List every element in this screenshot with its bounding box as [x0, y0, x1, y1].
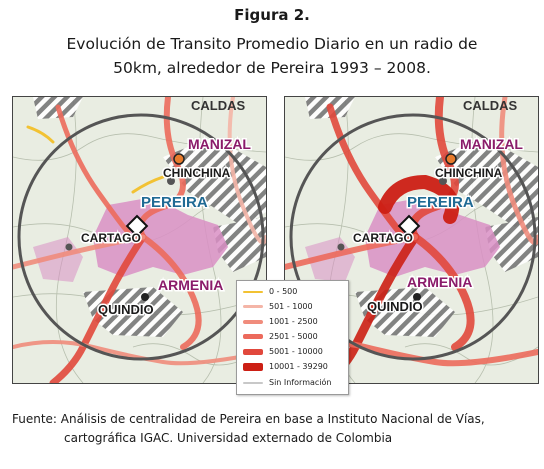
label-cartago: CARTAGO [353, 231, 413, 245]
label-caldas: CALDAS [463, 98, 517, 113]
label-manizales: MANIZAL [188, 136, 251, 152]
figure-number: Figura 2. [234, 6, 310, 24]
label-pereira: PEREIRA [141, 194, 208, 211]
label-caldas: CALDAS [191, 98, 245, 113]
roads [13, 97, 266, 383]
legend-item: 10001 - 39290 [243, 361, 347, 373]
figure-title-line-2: 50km, alrededor de Pereira 1993 – 2008. [113, 59, 431, 77]
figure-source: Fuente: Análisis de centralidad de Perei… [12, 410, 540, 448]
figure-title-line-1: Evolución de Transito Promedio Diario en… [66, 35, 478, 53]
legend-label: 10001 - 39290 [269, 362, 328, 371]
legend-item: 1001 - 2500 [243, 316, 347, 328]
legend-swatch [243, 334, 263, 339]
legend-label: 1001 - 2500 [269, 317, 318, 326]
map-1993: CALDAS MANIZAL CHINCHINA PEREIRA CARTAGO… [12, 96, 267, 384]
figure-title: Evolución de Transito Promedio Diario en… [20, 32, 524, 80]
label-cartago: CARTAGO [81, 231, 141, 245]
traffic-legend: 0 - 500 501 - 1000 1001 - 2500 2501 - 50… [236, 280, 349, 395]
legend-swatch [243, 349, 263, 355]
radius-50km-circle [17, 113, 265, 361]
label-pereira: PEREIRA [407, 194, 474, 211]
label-manizales: MANIZAL [460, 136, 523, 152]
legend-label: Sin Información [269, 378, 332, 387]
legend-swatch [243, 320, 263, 324]
legend-swatch [243, 291, 263, 293]
legend-item: 0 - 500 [243, 286, 347, 298]
label-armenia: ARMENIA [158, 277, 223, 293]
legend-label: 0 - 500 [269, 287, 298, 296]
legend-swatch [243, 363, 263, 371]
label-chinchina: CHINCHINA [435, 166, 503, 180]
legend-label: 501 - 1000 [269, 302, 313, 311]
legend-label: 2501 - 5000 [269, 332, 318, 341]
label-quindio: QUINDIO [98, 302, 154, 317]
legend-item: 5001 - 10000 [243, 346, 347, 358]
city-markers [65, 153, 185, 301]
legend-swatch [243, 382, 263, 384]
label-armenia: ARMENIA [407, 274, 472, 290]
legend-swatch [243, 305, 263, 308]
legend-label: 5001 - 10000 [269, 347, 323, 356]
map-1993-canvas: CALDAS MANIZAL CHINCHINA PEREIRA CARTAGO… [13, 97, 266, 383]
hatched-areas [33, 97, 266, 337]
legend-item: Sin Información [243, 377, 347, 389]
source-line-2: cartográfica IGAC. Universidad externado… [64, 431, 393, 445]
label-quindio: QUINDIO [367, 299, 423, 314]
label-chinchina: CHINCHINA [163, 166, 231, 180]
radius-50km-circle [289, 113, 537, 361]
legend-item: 501 - 1000 [243, 301, 347, 313]
legend-item: 2501 - 5000 [243, 331, 347, 343]
city-markers [337, 153, 457, 301]
source-line-1: Fuente: Análisis de centralidad de Perei… [12, 412, 485, 426]
